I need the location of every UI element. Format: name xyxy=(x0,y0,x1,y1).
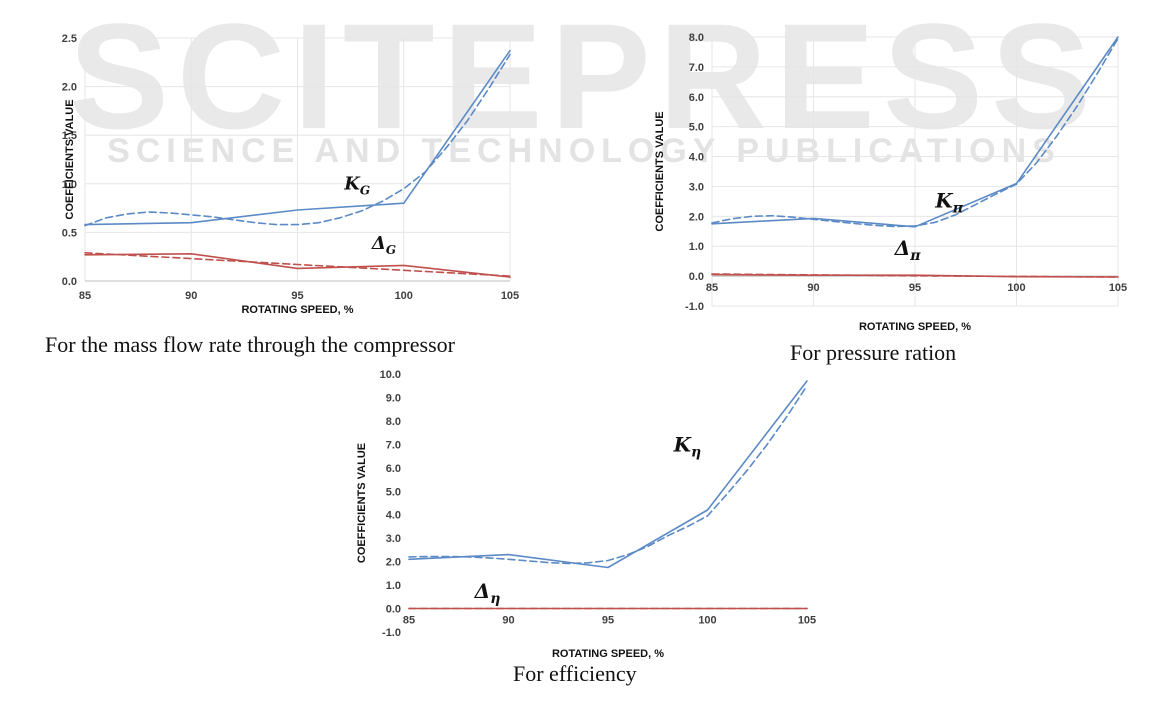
y-axis-title: COEFFICIENTS VALUE xyxy=(654,111,666,231)
y-tick-label: 6.0 xyxy=(386,463,401,475)
x-tick-label: 105 xyxy=(798,615,816,627)
y-tick-label: 7.0 xyxy=(386,439,401,451)
series-line-dashed xyxy=(711,37,1119,228)
y-tick-label: 3.0 xyxy=(386,533,401,545)
x-axis-title: ROTATING SPEED, % xyxy=(859,321,971,333)
x-tick-label: 85 xyxy=(403,615,415,627)
x-tick-label: 90 xyxy=(807,282,819,294)
y-tick-label: -1.0 xyxy=(382,627,401,639)
x-tick-label: 95 xyxy=(909,282,921,294)
y-tick-label: 8.0 xyxy=(386,416,401,428)
series-annotation: ΔG xyxy=(371,233,396,257)
series-line-solid xyxy=(408,380,808,569)
y-tick-label: 1.0 xyxy=(689,241,704,253)
x-tick-label: 100 xyxy=(698,615,716,627)
caption-mass-flow: For the mass flow rate through the compr… xyxy=(45,332,455,357)
y-tick-label: 1.0 xyxy=(386,580,401,592)
y-tick-label: 4.0 xyxy=(386,510,401,522)
chart-efficiency: -1.0 0.0 1.0 2.0 3.0 4.0 5.0 6.0 7.0 8.0 9.0 10.0 85… xyxy=(356,369,816,660)
y-tick-label: 2.0 xyxy=(62,82,77,94)
y-tick-label: 4.0 xyxy=(689,152,704,164)
chart-panel-mass-flow: 0.0 0.5 1.0 1.5 2.0 2.5 85 90 95 100 105 ROTATING S… xyxy=(0,0,580,330)
series-annotation: Δπ xyxy=(894,236,922,264)
x-tick-label: 105 xyxy=(1109,282,1127,294)
y-tick-label: 5.0 xyxy=(689,122,704,134)
chart-panel-efficiency: -1.0 0.0 1.0 2.0 3.0 4.0 5.0 6.0 7.0 8.0 9.0 10.0 85… xyxy=(340,362,840,662)
series-annotation: Δη xyxy=(474,579,501,607)
chart-panel-pressure: -1.0 0.0 1.0 2.0 3.0 4.0 5.0 6.0 7.0 8.0 85 90 95 100… xyxy=(640,0,1160,340)
series-line-dashed xyxy=(408,384,808,565)
series-annotation: Kη xyxy=(673,432,702,460)
y-tick-label: 6.0 xyxy=(689,92,704,104)
y-tick-label: 3.0 xyxy=(689,181,704,193)
y-tick-label: 1.0 xyxy=(62,179,77,191)
series-line-solid xyxy=(84,253,511,278)
series-line-solid xyxy=(84,49,511,226)
x-tick-label: 100 xyxy=(395,290,413,302)
chart-pressure-ratio: -1.0 0.0 1.0 2.0 3.0 4.0 5.0 6.0 7.0 8.0 85 90 95 100… xyxy=(654,32,1127,333)
x-tick-label: 100 xyxy=(1007,282,1025,294)
y-tick-label: 0.5 xyxy=(62,227,77,239)
x-tick-label: 85 xyxy=(79,290,91,302)
y-tick-label: 2.0 xyxy=(689,211,704,223)
y-tick-label: 8.0 xyxy=(689,32,704,44)
x-tick-label: 90 xyxy=(502,615,514,627)
series-line-dashed xyxy=(84,53,511,227)
x-tick-label: 105 xyxy=(501,290,519,302)
series-line-solid xyxy=(711,36,1119,228)
x-tick-label: 85 xyxy=(706,282,718,294)
y-tick-label: -1.0 xyxy=(685,301,704,313)
x-tick-label: 95 xyxy=(602,615,614,627)
y-tick-label: 7.0 xyxy=(689,62,704,74)
caption-pressure: For pressure ration xyxy=(790,340,957,365)
x-tick-label: 90 xyxy=(185,290,197,302)
y-tick-label: 10.0 xyxy=(380,369,401,381)
series-annotation: Kπ xyxy=(934,188,963,216)
caption-efficiency: For efficiency xyxy=(513,661,637,686)
y-tick-label: 2.5 xyxy=(62,33,77,45)
y-tick-label: 1.5 xyxy=(62,130,77,142)
series-line-dashed xyxy=(84,252,511,277)
x-tick-label: 95 xyxy=(291,290,303,302)
y-tick-label: 0.0 xyxy=(689,271,704,283)
series-line-dashed xyxy=(711,273,1119,278)
y-tick-label: 0.0 xyxy=(62,276,77,288)
y-axis-title: COEFFICIENTS VALUE xyxy=(64,99,76,219)
y-tick-label: 2.0 xyxy=(386,557,401,569)
chart-mass-flow: 0.0 0.5 1.0 1.5 2.0 2.5 85 90 95 100 105 ROTATING S… xyxy=(62,33,519,316)
x-axis-title: ROTATING SPEED, % xyxy=(552,648,664,660)
y-tick-label: 5.0 xyxy=(386,486,401,498)
y-tick-label: 0.0 xyxy=(386,604,401,616)
y-axis-title: COEFFICIENTS VALUE xyxy=(356,443,368,563)
x-axis-title: ROTATING SPEED, % xyxy=(241,304,353,316)
series-annotation: KG xyxy=(343,174,370,198)
y-tick-label: 9.0 xyxy=(386,392,401,404)
